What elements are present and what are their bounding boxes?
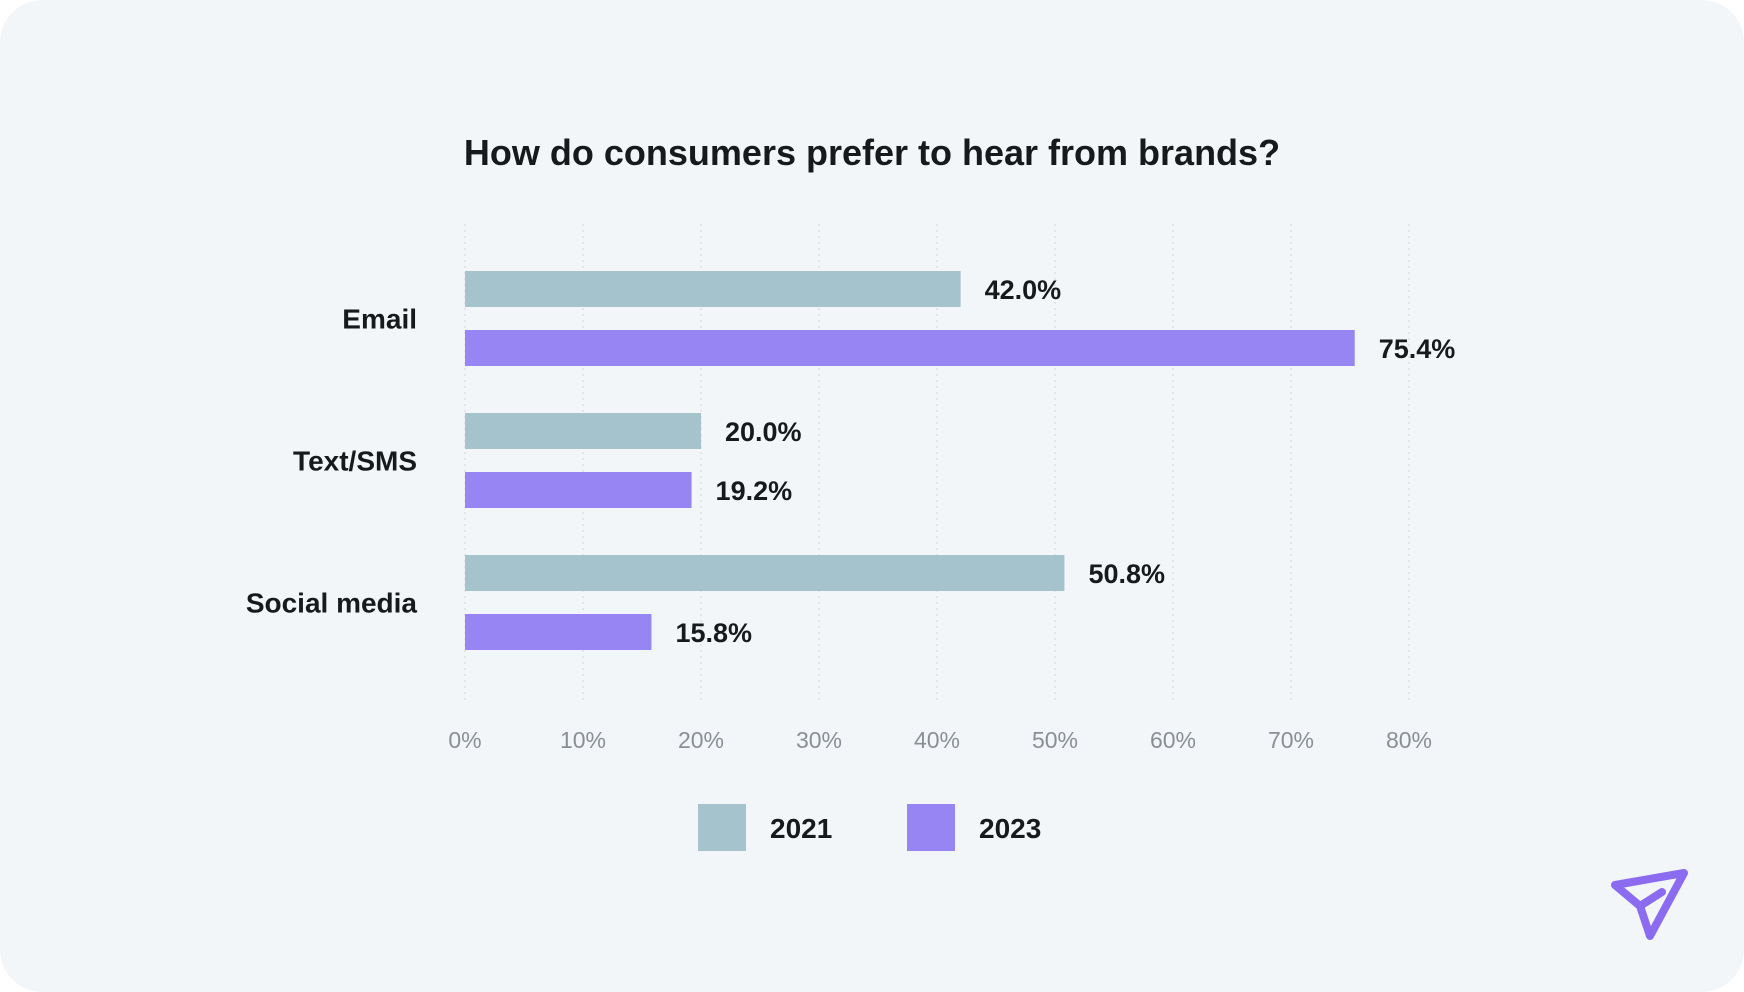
- data-label: 15.8%: [675, 618, 752, 648]
- category-label: Social media: [246, 588, 418, 619]
- bar-2023-text-sms: [465, 472, 692, 508]
- data-label: 75.4%: [1379, 334, 1456, 364]
- legend-label-2021: 2021: [770, 813, 832, 844]
- data-label: 19.2%: [716, 476, 793, 506]
- x-tick-label: 80%: [1386, 727, 1432, 753]
- paper-plane-icon: [1611, 869, 1688, 940]
- chart-title: How do consumers prefer to hear from bra…: [463, 132, 1281, 173]
- bar-2021-text-sms: [465, 413, 701, 449]
- data-label: 50.8%: [1088, 559, 1165, 589]
- legend-label-2023: 2023: [979, 813, 1041, 844]
- x-tick-label: 60%: [1150, 727, 1196, 753]
- bars: [465, 271, 1355, 650]
- category-label: Email: [342, 304, 417, 335]
- x-tick-label: 30%: [796, 727, 842, 753]
- bar-2021-email: [465, 271, 961, 307]
- category-label: Text/SMS: [293, 446, 417, 477]
- x-tick-label: 70%: [1268, 727, 1314, 753]
- labels: 0% 10% 20% 30% 40% 50% 60% 70% 80% Email 42.0% 75.4…: [246, 275, 1455, 753]
- x-tick-label: 0%: [448, 727, 481, 753]
- legend: 2021 2023: [698, 804, 1041, 851]
- data-label: 42.0%: [985, 275, 1062, 305]
- x-tick-label: 10%: [560, 727, 606, 753]
- data-label: 20.0%: [725, 417, 802, 447]
- legend-swatch-2023: [907, 804, 955, 851]
- bar-2023-social-media: [465, 614, 652, 650]
- x-tick-label: 50%: [1032, 727, 1078, 753]
- bar-2023-email: [465, 330, 1355, 366]
- legend-swatch-2021: [698, 804, 746, 851]
- x-tick-label: 40%: [914, 727, 960, 753]
- x-tick-label: 20%: [678, 727, 724, 753]
- bar-2021-social-media: [465, 555, 1065, 591]
